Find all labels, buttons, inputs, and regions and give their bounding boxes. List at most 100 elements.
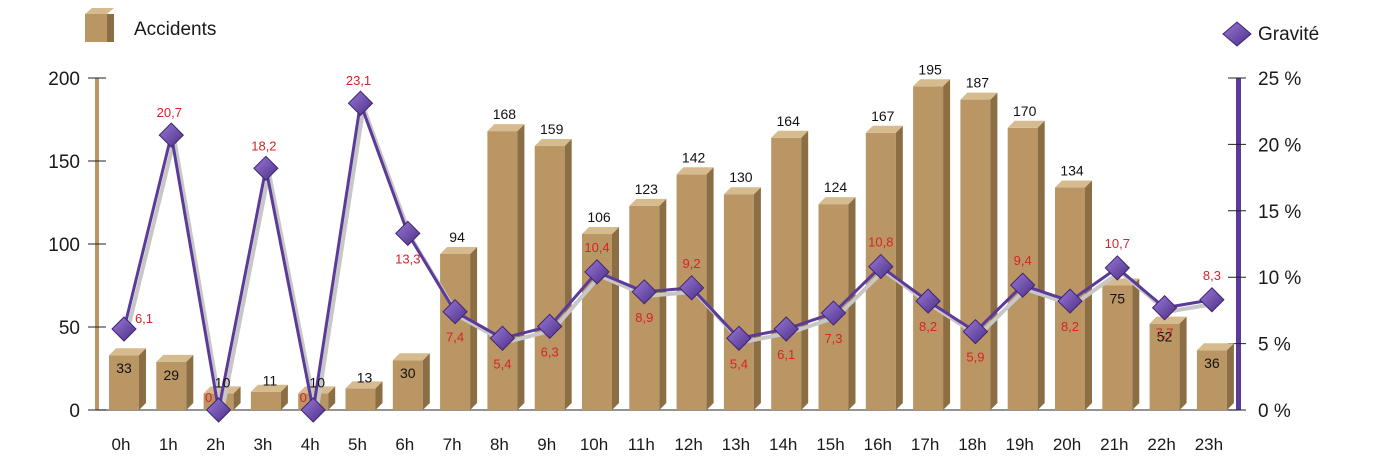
right-axis-tick-label: 5 % [1258,335,1291,356]
bar-top [723,187,761,195]
x-axis-tick-label: 11h [628,435,655,454]
x-axis-tick-label: 14h [769,435,797,454]
x-axis-tick-label: 12h [674,435,702,454]
gravite-point [1199,287,1225,313]
gravite-point [678,275,705,301]
x-axis-tick-label: 23h [1195,435,1223,454]
bar [440,246,478,410]
x-axis-tick-label: 8h [490,435,509,454]
x-axis-tick-label: 6h [395,435,414,454]
right-axis-tick-label: 20 % [1258,135,1301,156]
line-series [111,90,1225,423]
bar-top [771,130,809,138]
line-shadow [125,106,1216,415]
bar-value-label: 195 [918,61,942,77]
right-axis-line [1236,78,1241,410]
gravite-value-label: 8,2 [919,319,937,334]
bar-front [109,355,139,410]
bar-value-label: 187 [966,75,990,91]
bar-top [392,353,430,361]
gravite-value-label: 5,9 [966,350,984,365]
gravite-value-label: 5,4 [730,356,748,371]
bar-side [186,354,194,410]
x-axis-tick-label: 13h [722,435,750,454]
bar-top [534,139,572,147]
bar-value-label: 134 [1060,163,1084,179]
bar-value-label: 36 [1204,355,1220,371]
bar-front [960,99,991,410]
gravite-point [111,316,137,342]
bar-front [534,146,565,410]
bar-side [1132,278,1140,410]
gravite-value-label: 10,7 [1105,236,1130,251]
bar-front [392,360,423,410]
bar-value-label: 142 [682,149,706,165]
x-axis-tick-label: 3h [253,435,272,454]
bar-value-label: 167 [871,108,895,124]
bar [1102,278,1140,410]
gravite-value-label: 6,3 [541,344,559,359]
bar [345,381,383,410]
bar-front [1102,285,1133,410]
bar-side [422,353,430,410]
gravite-value-label: 18,2 [251,138,276,153]
x-axis-tick-label: 16h [864,435,892,454]
bar-top [582,227,619,235]
x-axis-tick-label: 1h [159,435,178,454]
gravite-value-label: 6,1 [135,311,153,326]
gravite-point [253,155,279,182]
bar-top [250,384,288,392]
gravite-point [1009,272,1036,298]
gravite-point [962,318,989,345]
gravite-value-label: 7,3 [824,331,842,346]
bar-value-label: 52 [1157,329,1173,345]
bar [156,354,194,410]
gravite-point [158,122,185,148]
legend-accidents-swatch [85,14,107,42]
bar [723,187,761,410]
gravite-point [489,325,516,351]
gravite-point [915,288,941,314]
bar-side [1179,316,1187,410]
gravite-point [442,299,468,325]
x-axis-tick-label: 18h [958,435,986,454]
gravite-point [205,397,232,423]
bar-front [250,391,281,410]
x-axis-tick-label: 7h [443,435,462,454]
bar-top [487,124,525,132]
bar-top [818,197,856,205]
x-axis-tick-label: 15h [816,435,844,454]
bar-top [440,246,478,254]
gravite-value-label: 8,9 [635,310,653,325]
x-axis-tick-label: 20h [1053,435,1081,454]
bar-value-label: 29 [164,367,180,383]
bar-value-label: 94 [449,229,465,245]
gravite-point [631,279,658,305]
bar-front [487,131,518,410]
bar-front [1149,323,1180,410]
bars [109,79,1234,411]
bar-side [943,79,951,411]
x-axis-tick-label: 22h [1147,435,1175,454]
legend-accidents-label: Accidents [134,19,216,40]
bar-side [659,198,667,410]
x-axis-tick-label: 10h [580,435,608,454]
gravite-value-label: 13,3 [395,251,420,266]
bar-side [470,246,478,410]
bar-front [156,361,187,410]
left-axis-tick-label: 200 [48,69,80,90]
gravite-value-label: 6,1 [777,347,795,362]
bar-top [913,79,951,87]
gravite-value-label: 5,4 [493,356,511,371]
legend-accidents-swatch-side [107,14,114,42]
x-axis-tick-label: 5h [348,435,367,454]
gravite-value-label: 0 [205,390,212,405]
gravite-value-label: 8,2 [1061,319,1079,334]
left-axis-tick-label: 100 [48,235,80,256]
gravite-point [584,259,610,285]
x-axis-tick-label: 2h [206,435,225,454]
bar [913,79,951,411]
gravite-point [820,300,847,326]
gravite-point [1057,288,1083,314]
